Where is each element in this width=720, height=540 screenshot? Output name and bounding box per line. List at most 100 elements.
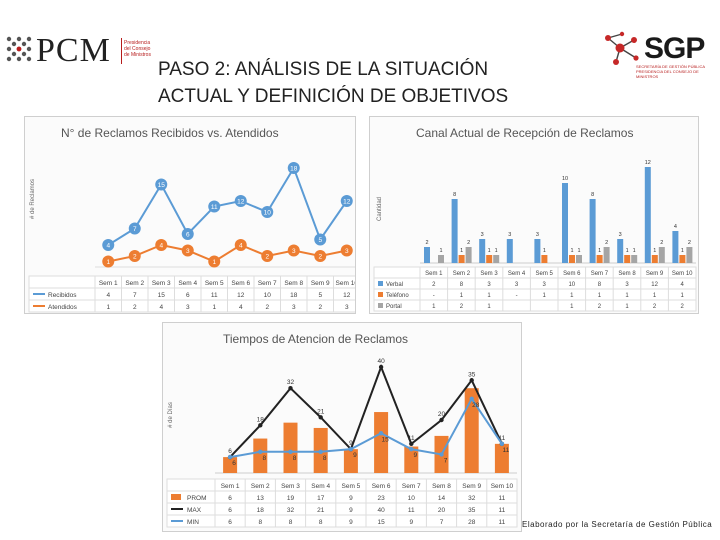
data-table	[28, 275, 355, 313]
data-point-atendidos	[340, 244, 353, 257]
bar-label-verbal: 3	[508, 232, 511, 238]
table-cell: 32	[287, 507, 295, 514]
bar-label-verbal: 4	[674, 224, 677, 230]
data-point-min	[378, 431, 384, 436]
data-label-max: 18	[257, 416, 265, 423]
x-tick-label: Sem 4	[311, 483, 330, 490]
data-label-min: 7	[444, 457, 448, 464]
bar-label-verbal: 8	[453, 192, 456, 198]
table-cell: 13	[257, 495, 265, 502]
bar-teléfono	[624, 255, 631, 263]
legend-label-verbal: Verbal	[386, 282, 403, 288]
data-point-min	[469, 396, 474, 401]
data-label-recibidos: 12	[237, 199, 245, 206]
bar-teléfono	[486, 255, 493, 263]
bar-label-teléfono: 1	[598, 248, 601, 254]
bar-label-teléfono: 1	[488, 248, 491, 254]
data-point-min	[227, 454, 233, 460]
table-cell: 8	[258, 519, 262, 526]
data-label-max: 35	[468, 371, 476, 378]
data-label-min: 28	[472, 402, 480, 409]
slide-title-line-1: PASO 2: ANÁLISIS DE LA SITUACIÓN	[158, 59, 489, 80]
pcm-divider	[121, 38, 122, 64]
x-tick-label: Sem 1	[425, 271, 443, 277]
y-axis-label: Cantidad	[377, 197, 383, 221]
legend-label-portal: Portal	[386, 304, 402, 310]
data-label-max: 11	[499, 435, 506, 442]
table-cell: 4	[239, 304, 243, 311]
data-label-atendidos: 2	[318, 254, 322, 261]
table-cell: 15	[158, 292, 166, 299]
data-label-min: 9	[413, 452, 417, 459]
data-label-max: 20	[438, 411, 446, 418]
bar-label-verbal: 8	[591, 192, 594, 198]
bar-verbal	[562, 183, 568, 263]
bar-verbal	[451, 199, 458, 263]
table-cell: 20	[438, 507, 446, 514]
x-tick-label: Sem 4	[178, 280, 197, 287]
x-tick-label: Sem 9	[462, 483, 481, 490]
legend-swatch-portal	[378, 303, 383, 308]
data-point-atendidos	[155, 239, 168, 251]
y-axis-label: # de Reclamos	[30, 179, 36, 219]
table-cell: 6	[228, 495, 232, 502]
table-cell: 12	[343, 292, 351, 299]
table-cell: 3	[345, 304, 349, 311]
bar-label-teléfono: 1	[543, 248, 546, 254]
table-cell: 3	[186, 304, 190, 311]
table-cell: 32	[468, 495, 476, 502]
table-cell: 12	[237, 292, 245, 299]
data-label-max: 32	[287, 379, 295, 386]
data-label-atendidos: 3	[186, 248, 190, 255]
x-tick-label: Sem 9	[311, 280, 330, 287]
table-cell: 40	[377, 507, 385, 514]
table-cell: 3	[292, 304, 296, 311]
table-cell: 1	[570, 293, 574, 299]
x-tick-label: Sem 3	[480, 271, 498, 277]
data-point-max	[409, 441, 414, 447]
chart-title: Canal Actual de Recepción de Reclamos	[416, 126, 633, 140]
legend-label-min: MIN	[187, 519, 199, 526]
bar-prom	[343, 449, 358, 473]
table-cell: 1	[653, 293, 657, 299]
data-point-recibidos	[208, 200, 221, 213]
bar-label-teléfono: 1	[681, 248, 684, 254]
table-cell: 9	[349, 519, 353, 526]
table-cell: 6	[228, 519, 232, 526]
data-label-atendidos: 4	[159, 243, 163, 250]
table-cell: 1	[487, 293, 491, 299]
table-cell: 1	[487, 304, 491, 310]
x-tick-label: Sem 8	[432, 483, 451, 490]
footer-credit: Elaborado por la Secretaría de Gestión P…	[522, 520, 713, 529]
bar-verbal	[644, 167, 651, 263]
data-point-min	[439, 452, 444, 457]
bar-label-verbal: 2	[425, 240, 428, 246]
table-cell: 2	[653, 304, 657, 310]
bar-label-teléfono: 1	[653, 248, 656, 254]
table-cell: 18	[290, 292, 298, 299]
data-point-min	[258, 449, 263, 454]
table-cell: 8	[289, 519, 293, 526]
bar-label-verbal: 3	[536, 232, 539, 238]
data-point-atendidos	[208, 255, 221, 268]
table-cell: 1	[543, 293, 547, 299]
bar-teléfono	[458, 255, 465, 263]
table-cell: 1	[625, 293, 629, 299]
table-cell: 11	[211, 292, 218, 299]
table-cell: 10	[264, 292, 272, 299]
data-label-min: 9	[353, 452, 357, 459]
table-cell: 7	[440, 519, 444, 526]
table-cell: -	[433, 293, 435, 299]
table-cell: 2	[598, 304, 602, 310]
bar-label-portal: 2	[688, 240, 691, 246]
x-tick-label: Sem 2	[125, 280, 144, 287]
data-point-atendidos	[261, 250, 274, 262]
bar-portal	[493, 255, 500, 263]
bar-prom	[283, 422, 298, 473]
table-cell: 11	[499, 495, 506, 502]
data-point-min	[409, 446, 414, 452]
data-point-min	[288, 449, 293, 454]
table-cell: 12	[651, 282, 658, 288]
data-label-recibidos: 6	[186, 232, 190, 239]
chart-panel-attention-times: Tiempos de Atencion de Reclamos # de Días…	[162, 322, 522, 532]
